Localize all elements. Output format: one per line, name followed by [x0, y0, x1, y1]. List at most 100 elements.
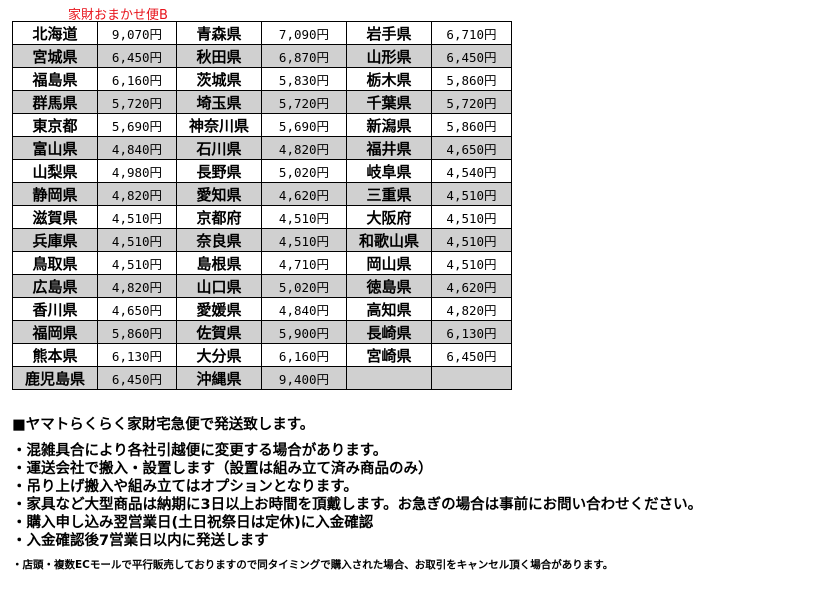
- prefecture-cell: 奈良県: [176, 228, 262, 252]
- note-line: ・吊り上げ搬入や組み立てはオプションとなります。: [12, 479, 358, 495]
- table-row: 福島県 6,160円 茨城県 5,830円 栃木県 5,860円: [12, 67, 512, 91]
- price-cell: 4,510円: [431, 205, 512, 229]
- price-cell: 4,710円: [261, 251, 347, 275]
- price-cell: 4,650円: [97, 297, 177, 321]
- price-cell: 4,510円: [431, 251, 512, 275]
- prefecture-cell: 茨城県: [176, 67, 262, 91]
- price-cell: 5,020円: [261, 159, 347, 183]
- price-cell: 4,620円: [261, 182, 347, 206]
- price-cell: 6,160円: [261, 343, 347, 367]
- notes-heading: ■ヤマトらくらく家財宅急便で発送致します。: [12, 417, 315, 433]
- price-cell: 6,160円: [97, 67, 177, 91]
- table-row: 富山県 4,840円 石川県 4,820円 福井県 4,650円: [12, 136, 512, 160]
- price-cell: 4,510円: [97, 205, 177, 229]
- table-row: 北海道 9,070円 青森県 7,090円 岩手県 6,710円: [12, 21, 512, 45]
- prefecture-cell: 宮城県: [12, 44, 98, 68]
- shipping-notes: ■ヤマトらくらく家財宅急便で発送致します。 ・混雑具合により各社引越便に変更する…: [12, 414, 702, 572]
- prefecture-cell: 山形県: [346, 44, 432, 68]
- prefecture-cell: 福島県: [12, 67, 98, 91]
- prefecture-cell: 和歌山県: [346, 228, 432, 252]
- prefecture-cell: 大阪府: [346, 205, 432, 229]
- price-cell: 5,020円: [261, 274, 347, 298]
- table-row: 香川県 4,650円 愛媛県 4,840円 高知県 4,820円: [12, 297, 512, 321]
- table-row: 東京都 5,690円 神奈川県 5,690円 新潟県 5,860円: [12, 113, 512, 137]
- prefecture-cell: 新潟県: [346, 113, 432, 137]
- prefecture-cell: 東京都: [12, 113, 98, 137]
- note-line: ・混雑具合により各社引越便に変更する場合があります。: [12, 443, 388, 459]
- price-cell: 6,450円: [97, 366, 177, 390]
- prefecture-cell: 愛媛県: [176, 297, 262, 321]
- price-cell: 6,450円: [431, 44, 512, 68]
- prefecture-cell: 熊本県: [12, 343, 98, 367]
- price-cell: 5,830円: [261, 67, 347, 91]
- price-cell: 4,820円: [97, 274, 177, 298]
- price-cell: 4,510円: [261, 205, 347, 229]
- price-cell: 5,860円: [431, 67, 512, 91]
- note-line: ・運送会社で搬入・設置します（設置は組み立て済み商品のみ）: [12, 461, 433, 477]
- table-row: 静岡県 4,820円 愛知県 4,620円 三重県 4,510円: [12, 182, 512, 206]
- price-cell: 6,710円: [431, 21, 512, 45]
- price-cell: 4,540円: [431, 159, 512, 183]
- prefecture-cell: 石川県: [176, 136, 262, 160]
- price-cell: 4,980円: [97, 159, 177, 183]
- prefecture-cell: 沖縄県: [176, 366, 262, 390]
- table-row: 広島県 4,820円 山口県 5,020円 徳島県 4,620円: [12, 274, 512, 298]
- prefecture-cell: 福岡県: [12, 320, 98, 344]
- prefecture-cell: 島根県: [176, 251, 262, 275]
- price-cell: 4,820円: [261, 136, 347, 160]
- note-line: ・購入申し込み翌営業日(土日祝祭日は定休)に入金確認: [12, 515, 374, 531]
- table-row: 滋賀県 4,510円 京都府 4,510円 大阪府 4,510円: [12, 205, 512, 229]
- price-cell: 4,820円: [431, 297, 512, 321]
- price-cell: 4,650円: [431, 136, 512, 160]
- table-row: 熊本県 6,130円 大分県 6,160円 宮崎県 6,450円: [12, 343, 512, 367]
- price-cell: 6,130円: [97, 343, 177, 367]
- price-cell: 5,720円: [261, 90, 347, 114]
- prefecture-cell: 岡山県: [346, 251, 432, 275]
- prefecture-cell: 長崎県: [346, 320, 432, 344]
- prefecture-cell: 滋賀県: [12, 205, 98, 229]
- price-cell: 5,690円: [261, 113, 347, 137]
- prefecture-cell: [346, 366, 432, 390]
- price-cell: 4,510円: [431, 228, 512, 252]
- price-cell: 4,510円: [431, 182, 512, 206]
- prefecture-cell: 栃木県: [346, 67, 432, 91]
- prefecture-cell: 京都府: [176, 205, 262, 229]
- prefecture-cell: 山口県: [176, 274, 262, 298]
- prefecture-cell: 宮崎県: [346, 343, 432, 367]
- prefecture-cell: 富山県: [12, 136, 98, 160]
- prefecture-cell: 福井県: [346, 136, 432, 160]
- prefecture-cell: 青森県: [176, 21, 262, 45]
- prefecture-cell: 兵庫県: [12, 228, 98, 252]
- price-cell: 4,620円: [431, 274, 512, 298]
- price-cell: 4,510円: [97, 251, 177, 275]
- note-line: ・家具など大型商品は納期に3日以上お時間を頂戴します。お急ぎの場合は事前にお問い…: [12, 497, 703, 513]
- price-cell: 5,900円: [261, 320, 347, 344]
- price-cell: 7,090円: [261, 21, 347, 45]
- price-cell: 4,840円: [97, 136, 177, 160]
- prefecture-cell: 神奈川県: [176, 113, 262, 137]
- price-cell: 5,720円: [97, 90, 177, 114]
- prefecture-cell: 大分県: [176, 343, 262, 367]
- table-row: 鳥取県 4,510円 島根県 4,710円 岡山県 4,510円: [12, 251, 512, 275]
- footnote: ・店頭・複数ECモールで平行販売しておりますので同タイミングで購入された場合、お…: [12, 559, 614, 571]
- prefecture-cell: 愛知県: [176, 182, 262, 206]
- price-cell: 4,840円: [261, 297, 347, 321]
- table-row: 兵庫県 4,510円 奈良県 4,510円 和歌山県 4,510円: [12, 228, 512, 252]
- prefecture-cell: 千葉県: [346, 90, 432, 114]
- prefecture-cell: 香川県: [12, 297, 98, 321]
- prefecture-cell: 群馬県: [12, 90, 98, 114]
- prefecture-cell: 三重県: [346, 182, 432, 206]
- prefecture-cell: 長野県: [176, 159, 262, 183]
- table-row: 鹿児島県 6,450円 沖縄県 9,400円: [12, 366, 512, 390]
- table-caption: 家財おまかせ便B: [68, 8, 168, 23]
- shipping-rate-table: 北海道 9,070円 青森県 7,090円 岩手県 6,710円 宮城県 6,450円 秋田県 6…: [12, 21, 512, 390]
- price-cell: 6,870円: [261, 44, 347, 68]
- table-row: 福岡県 5,860円 佐賀県 5,900円 長崎県 6,130円: [12, 320, 512, 344]
- prefecture-cell: 鹿児島県: [12, 366, 98, 390]
- price-cell: 6,450円: [97, 44, 177, 68]
- prefecture-cell: 徳島県: [346, 274, 432, 298]
- prefecture-cell: 岩手県: [346, 21, 432, 45]
- prefecture-cell: 北海道: [12, 21, 98, 45]
- table-row: 宮城県 6,450円 秋田県 6,870円 山形県 6,450円: [12, 44, 512, 68]
- prefecture-cell: 鳥取県: [12, 251, 98, 275]
